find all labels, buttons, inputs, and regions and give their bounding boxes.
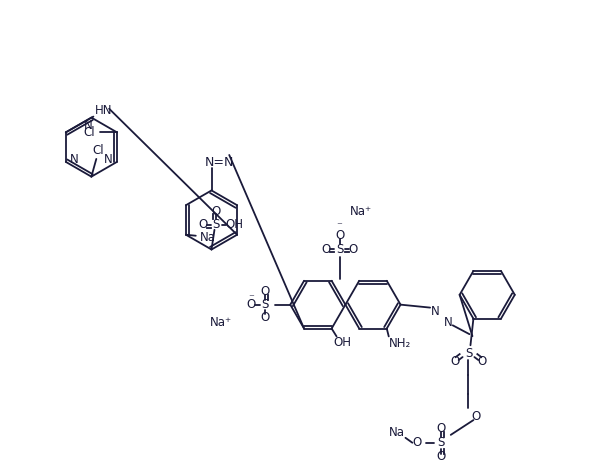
- Text: N: N: [103, 153, 113, 166]
- Text: O: O: [477, 354, 487, 367]
- Text: O: O: [246, 298, 256, 311]
- Text: Na: Na: [200, 231, 216, 244]
- Text: Na: Na: [389, 426, 405, 439]
- Text: HN: HN: [94, 104, 112, 117]
- Text: O: O: [198, 219, 207, 232]
- Text: OH: OH: [225, 219, 243, 232]
- Text: Cl: Cl: [92, 144, 104, 157]
- Text: ⁻: ⁻: [248, 293, 254, 303]
- Text: OH: OH: [333, 336, 352, 349]
- Text: NH₂: NH₂: [389, 337, 411, 350]
- Text: O: O: [335, 229, 344, 242]
- Text: O: O: [349, 243, 358, 256]
- Text: Na⁺: Na⁺: [210, 316, 232, 329]
- Text: N=N: N=N: [205, 156, 234, 169]
- Text: ⁻: ⁻: [336, 222, 342, 232]
- Text: S: S: [261, 298, 269, 311]
- Text: S: S: [465, 346, 472, 359]
- Text: N: N: [84, 119, 93, 132]
- Text: Cl: Cl: [84, 126, 95, 139]
- Text: O: O: [260, 311, 269, 324]
- Text: Na⁺: Na⁺: [350, 206, 372, 219]
- Text: O: O: [321, 243, 330, 256]
- Text: S: S: [437, 436, 445, 449]
- Text: O: O: [436, 450, 445, 463]
- Text: O: O: [413, 436, 422, 449]
- Text: O: O: [436, 422, 445, 435]
- Text: O: O: [450, 354, 460, 367]
- Text: O: O: [472, 410, 481, 423]
- Text: N: N: [431, 305, 439, 318]
- Text: S: S: [336, 243, 343, 256]
- Text: N: N: [70, 153, 79, 166]
- Text: O: O: [212, 205, 221, 218]
- Text: S: S: [213, 219, 220, 232]
- Text: O: O: [260, 286, 269, 299]
- Text: N: N: [444, 316, 452, 329]
